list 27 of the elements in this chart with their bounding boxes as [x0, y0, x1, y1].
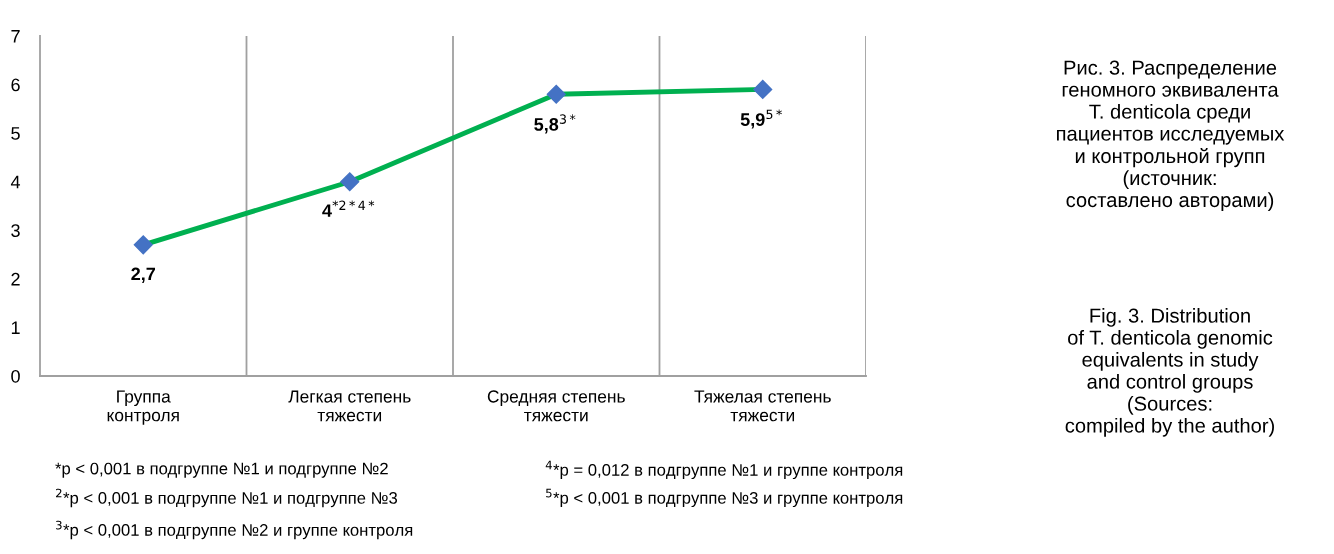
text: Fig. 3. Distribution of T. denticola genomic equivalents in study and control groups (Sources: compiled by the author): [1065, 308, 1274, 437]
data-label: 5,8$^{3*}$: [534, 114, 576, 134]
point: [133, 235, 153, 255]
x-tick-label: Тяжелая степень тяжести: [694, 390, 831, 422]
text: $^{2}$*p < 0,001 в подгруппе №1 и подгруппе №3: [56, 488, 398, 508]
y-tick-label: 5: [11, 127, 20, 140]
y-tick-label: 1: [11, 321, 20, 334]
y-tick-label: 0: [11, 369, 20, 383]
data-label: 4$^{*2*4*}$: [322, 200, 375, 217]
point: [753, 79, 773, 99]
text: $^{5}$*p < 0,001 в подгруппе №3 и группе контроля: [546, 488, 903, 508]
text: $^{4}$*p = 0,012 в подгруппе №1 и группе контроля: [545, 460, 903, 480]
y-tick-label: 7: [11, 30, 20, 43]
x-tick-label: Группа контроля: [107, 390, 179, 425]
point: [340, 172, 360, 192]
point: [546, 84, 566, 104]
data-label: 2,7: [131, 267, 156, 283]
y-tick-label: 2: [11, 272, 20, 286]
y-tick-label: 3: [11, 224, 20, 238]
text: Рис. 3. Распределение геномного эквивалента T. denticola среди пациентов исследуемых и контрольной групп (источник: составлено авторами): [1057, 60, 1285, 212]
data-label: 5,9$^{5*}$: [740, 109, 782, 129]
x-tick-label: Легкая степень тяжести: [288, 390, 411, 422]
text: *p < 0,001 в подгруппе №1 и подгруппе №2: [55, 462, 388, 478]
text: $^{3}$*p < 0,001 в подгруппе №2 и группе контроля: [56, 520, 413, 540]
y-tick-label: 6: [11, 78, 20, 92]
x-tick-label: Средняя степень тяжести: [487, 390, 625, 422]
y-tick-label: 4: [10, 175, 21, 189]
